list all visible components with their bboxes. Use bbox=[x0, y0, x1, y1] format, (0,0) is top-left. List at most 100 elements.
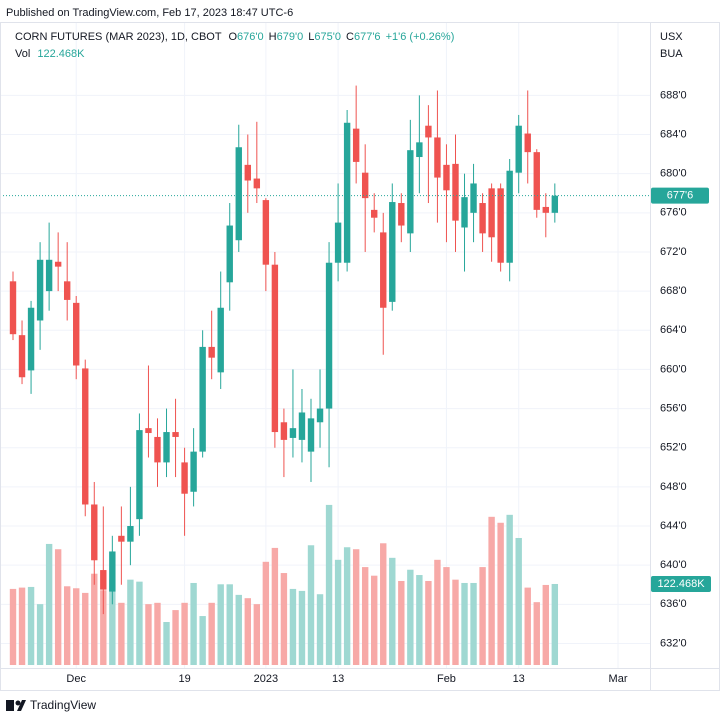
x-tick-label: Feb bbox=[437, 673, 456, 685]
volume-bar bbox=[136, 581, 143, 665]
candle-body bbox=[352, 128, 360, 162]
currency: USX bbox=[660, 31, 683, 43]
y-tick-label: 656'0 bbox=[660, 402, 687, 414]
volume-bar bbox=[361, 567, 369, 665]
field-value: 675'0 bbox=[314, 31, 341, 43]
candle-body bbox=[82, 368, 89, 505]
last-price-box bbox=[651, 187, 709, 204]
candle-body bbox=[271, 264, 279, 433]
volume-key: Vol bbox=[15, 48, 30, 60]
candle-body bbox=[334, 222, 342, 263]
volume-bar bbox=[271, 547, 279, 665]
volume-bar bbox=[488, 516, 495, 665]
candle-body bbox=[443, 164, 450, 191]
volume-bar bbox=[127, 579, 134, 665]
candle-body bbox=[45, 259, 53, 292]
volume-bar bbox=[515, 537, 522, 665]
candle-body bbox=[154, 436, 161, 463]
candle-body bbox=[316, 408, 324, 423]
candle-body bbox=[199, 346, 206, 452]
last-price-label: 677'6 bbox=[667, 190, 694, 202]
candle-body bbox=[217, 307, 224, 373]
volume-bar bbox=[325, 504, 333, 665]
y-tick-label: 676'0 bbox=[660, 207, 687, 219]
y-tick-label: 664'0 bbox=[660, 324, 687, 336]
volume-bar bbox=[82, 592, 89, 665]
volume-bar bbox=[91, 573, 98, 665]
candle-body bbox=[109, 551, 116, 592]
volume-bar bbox=[100, 590, 107, 665]
volume-bar bbox=[280, 573, 288, 665]
footer: TradingView bbox=[30, 698, 96, 712]
field-value: 676'0 bbox=[237, 31, 264, 43]
volume-bar bbox=[334, 559, 342, 665]
volume-bar bbox=[118, 602, 125, 665]
volume-bar bbox=[199, 616, 206, 665]
title: CORN FUTURES (MAR 2023), 1D, CBOT bbox=[15, 31, 222, 43]
volume-legend: Vol 122.468K bbox=[15, 48, 85, 60]
candle-body bbox=[9, 281, 17, 335]
x-tick-label: Dec bbox=[66, 673, 86, 685]
volume-bar bbox=[208, 602, 215, 665]
candle-body bbox=[190, 451, 197, 492]
volume-bar bbox=[542, 584, 549, 665]
candle-body bbox=[244, 164, 251, 181]
volume-bar bbox=[434, 559, 441, 665]
candle-body bbox=[542, 206, 549, 213]
candle-body bbox=[506, 170, 513, 263]
volume-bar bbox=[9, 588, 17, 665]
volume-bar bbox=[316, 594, 324, 665]
volume-bar bbox=[289, 588, 297, 665]
volume-layer bbox=[9, 504, 559, 665]
x-tick-label: Mar bbox=[609, 673, 628, 685]
frame bbox=[0, 22, 720, 691]
volume-bar bbox=[506, 514, 513, 665]
last-volume-box bbox=[651, 575, 711, 592]
grid bbox=[0, 22, 650, 668]
candle-body bbox=[551, 195, 559, 213]
volume-bar bbox=[262, 561, 270, 665]
candle-body bbox=[533, 152, 540, 210]
volume-bar bbox=[343, 547, 351, 665]
unit: BUA bbox=[660, 48, 683, 60]
change: +1'6 (+0.26%) bbox=[386, 31, 455, 43]
volume-bar bbox=[307, 545, 315, 665]
volume-bar bbox=[235, 594, 242, 665]
candle-body bbox=[479, 203, 486, 234]
volume-bar bbox=[45, 543, 53, 665]
y-tick-label: 680'0 bbox=[660, 168, 687, 180]
candle-body bbox=[280, 422, 288, 440]
candle-body bbox=[54, 261, 62, 267]
volume-bar bbox=[352, 549, 360, 665]
y-tick-label: 636'0 bbox=[660, 598, 687, 610]
candle-body bbox=[262, 200, 270, 265]
candle-body bbox=[163, 432, 170, 463]
axis-layer: 632'0 636'0 640'0 644'0 648'0 652'0 656'0 660'0… bbox=[0, 89, 711, 685]
y-tick-label: 640'0 bbox=[660, 559, 687, 571]
candle-body bbox=[434, 137, 441, 178]
candle-body bbox=[325, 262, 333, 409]
y-tick-label: 688'0 bbox=[660, 89, 687, 101]
candle-body bbox=[407, 150, 414, 234]
x-tick-label: 19 bbox=[178, 673, 190, 685]
field-key: C bbox=[346, 31, 354, 43]
volume-bar bbox=[497, 522, 504, 665]
y-tick-label: 648'0 bbox=[660, 481, 687, 493]
volume-bar bbox=[470, 582, 477, 665]
volume-bar bbox=[27, 586, 35, 665]
candle-layer bbox=[9, 85, 559, 615]
candle-body bbox=[145, 428, 152, 434]
y-tick-label: 632'0 bbox=[660, 637, 687, 649]
volume-bar bbox=[18, 587, 26, 665]
volume-bar bbox=[253, 604, 261, 665]
candle-body bbox=[289, 428, 297, 438]
candle-body bbox=[307, 418, 315, 452]
candle-body bbox=[73, 302, 80, 366]
volume-bar bbox=[443, 567, 450, 665]
x-tick-label: 13 bbox=[332, 673, 344, 685]
candle-body bbox=[515, 125, 522, 173]
volume-bar bbox=[407, 569, 414, 665]
candle-body bbox=[100, 570, 107, 590]
candle-body bbox=[181, 462, 188, 494]
